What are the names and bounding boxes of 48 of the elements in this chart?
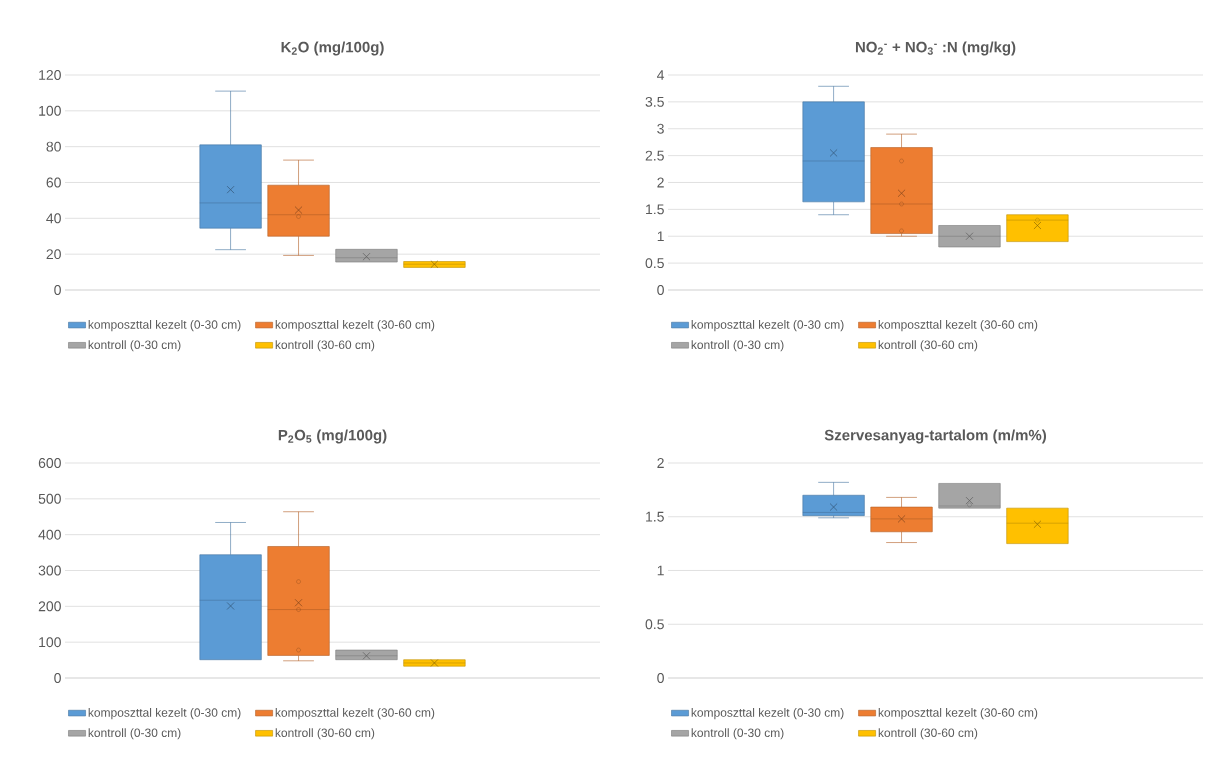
y-tick-label: 0.5 xyxy=(645,258,664,269)
chart-title: P$_{2}$O$_{5}$ (mg/100g) xyxy=(278,429,387,444)
y-tick-label: 60 xyxy=(46,177,61,188)
y-tick-label: 1.5 xyxy=(646,204,664,215)
y-tick-label: 2.5 xyxy=(645,150,664,161)
y-tick-label: 0 xyxy=(54,285,61,295)
y-tick-label: 0 xyxy=(657,285,664,295)
y-tick-label: 120 xyxy=(39,70,61,80)
y-tick-label: 3 xyxy=(657,123,664,134)
y-tick-label: 2 xyxy=(657,177,664,188)
y-tick-label: 400 xyxy=(38,529,61,540)
y-tick-label: 20 xyxy=(46,249,61,260)
legend-label: komposzttal kezelt (0-30 cm) xyxy=(691,320,844,332)
legend-label: komposzttal kezelt (30-60 cm) xyxy=(878,320,1038,332)
y-tick-label: 4 xyxy=(657,70,665,80)
y-tick-label: 500 xyxy=(38,493,61,504)
y-tick-label: 1.5 xyxy=(646,511,664,522)
y-tick-label: 200 xyxy=(38,601,61,612)
legend-label: komposzttal kezelt (0-30 cm) xyxy=(691,708,844,720)
y-tick-label: 3.5 xyxy=(645,96,664,107)
legend-label: kontroll (0-30 cm) xyxy=(88,728,181,740)
legend-label: komposzttal kezelt (30-60 cm) xyxy=(275,708,435,720)
y-tick-label: 40 xyxy=(46,213,61,224)
y-tick-label: 100 xyxy=(39,105,61,116)
legend-label: kontroll (0-30 cm) xyxy=(691,728,784,740)
legend-label: komposzttal kezelt (30-60 cm) xyxy=(878,708,1038,720)
y-tick-label: 300 xyxy=(38,565,61,576)
legend-label: komposzttal kezelt (0-30 cm) xyxy=(88,320,241,332)
legend-label: kontroll (30-60 cm) xyxy=(275,340,375,352)
y-tick-label: 0 xyxy=(54,673,61,683)
legend-label: kontroll (30-60 cm) xyxy=(275,728,375,740)
legend-label: kontroll (0-30 cm) xyxy=(88,340,181,352)
chart-title: NO$_{2}$$^{-}$ + NO$_{3}$$^{-}$ :N (mg/kg) xyxy=(855,41,1016,56)
chart-title: K$_{2}$O (mg/100g) xyxy=(281,41,384,56)
y-tick-label: 1 xyxy=(657,231,664,242)
y-tick-label: 600 xyxy=(38,458,61,468)
y-tick-label: 100 xyxy=(39,637,61,648)
chart-title: Szervesanyag-tartalom (m/m%) xyxy=(824,429,1047,444)
y-tick-label: 0.5 xyxy=(645,619,664,630)
y-tick-label: 2 xyxy=(657,458,664,468)
legend-label: komposzttal kezelt (30-60 cm) xyxy=(275,320,435,332)
legend-label: kontroll (30-60 cm) xyxy=(878,728,978,740)
y-tick-label: 1 xyxy=(657,565,664,576)
y-tick-label: 80 xyxy=(46,141,61,152)
legend-label: komposzttal kezelt (0-30 cm) xyxy=(88,708,241,720)
legend-label: kontroll (30-60 cm) xyxy=(878,340,978,352)
legend-label: kontroll (0-30 cm) xyxy=(691,340,784,352)
y-tick-label: 0 xyxy=(657,673,664,683)
